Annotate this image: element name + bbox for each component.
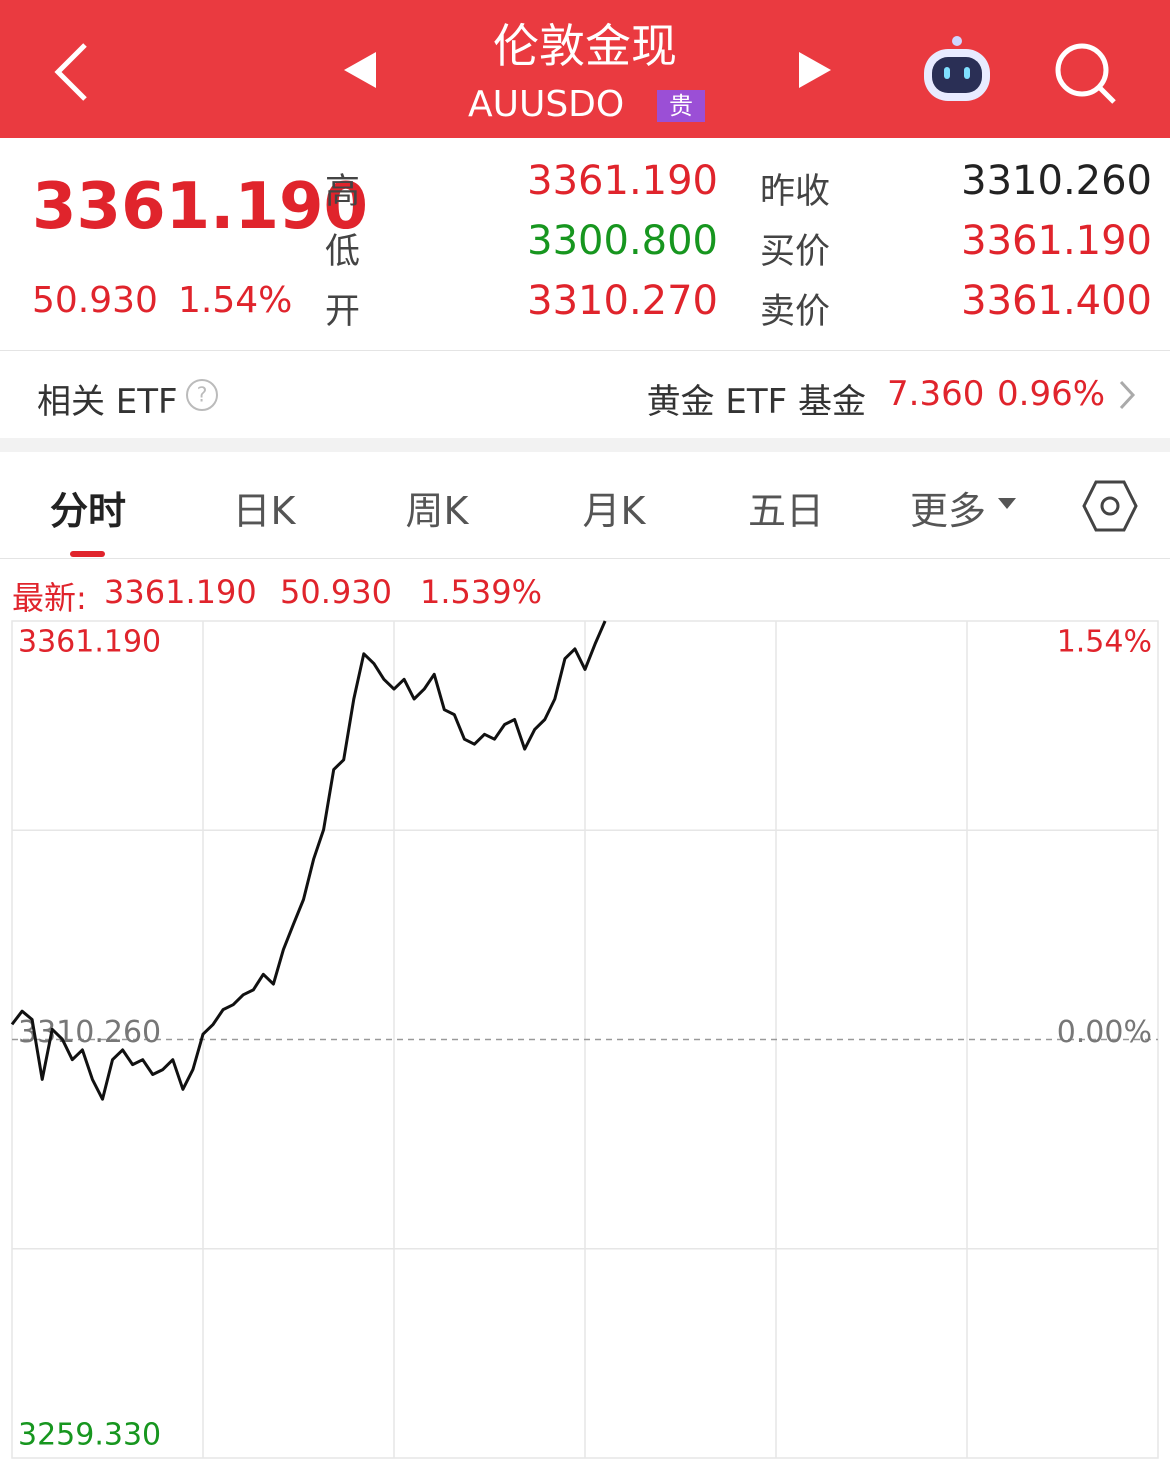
etf-price: 7.360 <box>887 374 985 414</box>
header: 伦敦金现 AUUSDO 贵 <box>0 0 1170 138</box>
etf-change-pct: 0.96% <box>997 374 1106 414</box>
tab[interactable]: 五日 <box>747 489 825 533</box>
value: 3361.190 <box>961 218 1152 264</box>
change-pct: 1.54% <box>178 280 293 321</box>
back-button[interactable] <box>40 35 110 105</box>
price: 3361.190 <box>32 170 369 244</box>
label: 高 <box>325 172 361 212</box>
y-tick-label: 3259.330 <box>18 1418 161 1453</box>
search-button[interactable] <box>1050 40 1120 110</box>
tab[interactable]: 分时 <box>49 489 127 533</box>
tab[interactable]: 日K <box>232 489 296 533</box>
price-line <box>10 620 607 1101</box>
title: 伦敦金现 <box>493 19 677 73</box>
y2-tick-label: 1.54% <box>1057 625 1152 660</box>
chevron <box>1119 380 1136 410</box>
svg-text:?: ? <box>197 383 208 407</box>
y2-tick-label: 0.00% <box>1057 1015 1152 1050</box>
tab[interactable]: 周K <box>405 489 469 533</box>
label: 低 <box>325 232 361 272</box>
latest-change: 50.930 <box>280 573 392 611</box>
label: 卖价 <box>760 292 831 332</box>
y-tick-label: 3310.260 <box>18 1015 161 1050</box>
value: 3361.400 <box>961 278 1152 324</box>
tab[interactable]: 更多 <box>909 489 987 533</box>
etf-name[interactable]: 黄金 ETF 基金 <box>646 382 866 422</box>
dropdown-arrow <box>998 498 1016 509</box>
help-icon[interactable]: ? <box>184 377 220 413</box>
next-button[interactable] <box>795 50 835 90</box>
separator <box>0 438 1170 452</box>
latest-label: 最新: <box>12 579 87 617</box>
value: 3310.260 <box>961 158 1152 204</box>
assistant-button[interactable] <box>918 35 996 105</box>
tab[interactable]: 月K <box>582 489 646 533</box>
prev-button[interactable] <box>340 50 380 90</box>
divider <box>0 350 1170 351</box>
latest-change-pct: 1.539% <box>420 573 543 611</box>
chart: 3361.190 3310.260 3259.330 1.54% 0.00% <box>10 620 1159 1459</box>
label: 昨收 <box>760 172 831 212</box>
change: 50.930 <box>32 280 158 321</box>
value: 3300.800 <box>527 218 718 264</box>
code: AUUSDO <box>468 84 625 125</box>
divider <box>0 558 1170 559</box>
latest-price: 3361.190 <box>104 573 257 611</box>
value: 3361.190 <box>527 158 718 204</box>
tab-indicator <box>70 551 105 557</box>
label: 买价 <box>760 232 831 272</box>
label: 开 <box>325 292 361 332</box>
etf-label: 相关 ETF <box>37 382 178 422</box>
settings-button[interactable] <box>1082 478 1138 534</box>
value: 3310.270 <box>527 278 718 324</box>
badge: 贵 <box>657 90 705 122</box>
y-tick-label: 3361.190 <box>18 625 161 660</box>
